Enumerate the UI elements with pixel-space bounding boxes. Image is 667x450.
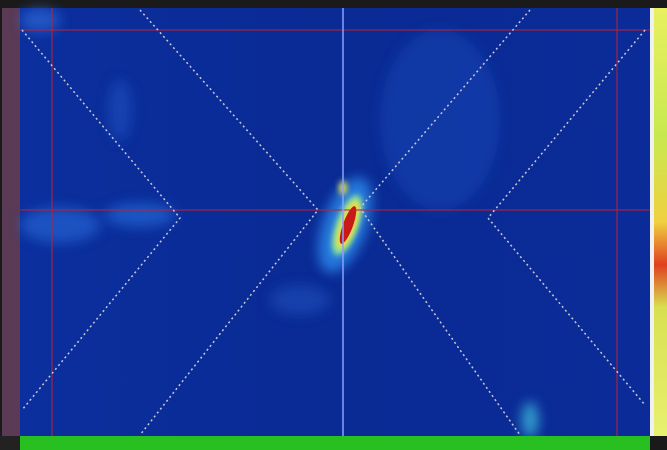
corner — [0, 436, 20, 450]
scale-border — [650, 8, 654, 436]
left-ruler — [2, 8, 20, 436]
color-scale — [654, 8, 667, 436]
scan-view — [0, 0, 667, 450]
bottom-ruler — [20, 436, 650, 450]
